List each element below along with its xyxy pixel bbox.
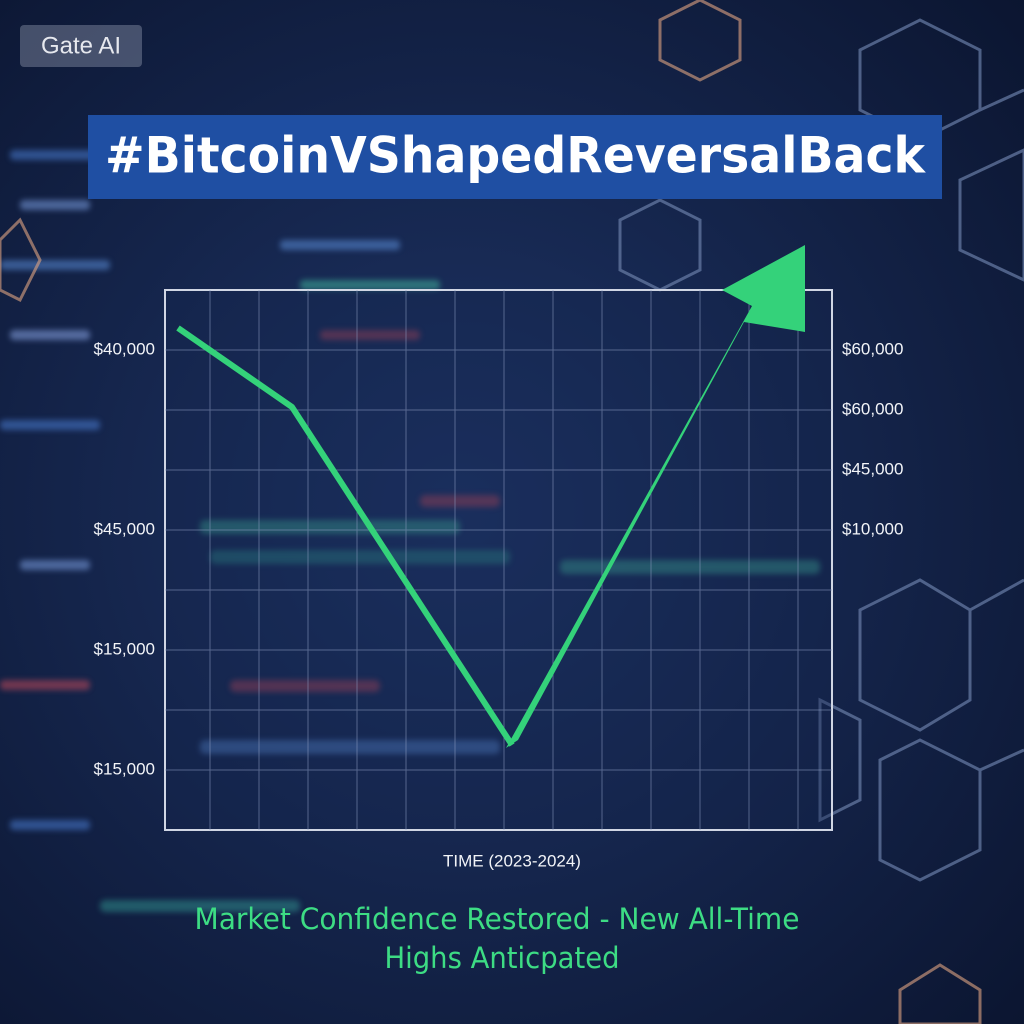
right-axis-label: $45,000 [842,459,903,478]
grid [165,290,832,830]
axis-labels: $40,000 $45,000 $15,000 $15,000 $60,000 $60,0… [94,339,904,778]
x-axis-label: TIME (2023-2024) [443,851,581,870]
trend-arrow [506,245,805,748]
right-axis-label: $60,000 [842,339,903,358]
right-axis-label: $60,000 [842,399,903,418]
watermark-box [20,25,142,67]
caption-line: Highs Anticpated [385,941,620,975]
trend-line [176,325,515,747]
title: #BitcoinVShapedReversalBack [105,127,927,185]
left-axis-label: $40,000 [94,339,155,358]
watermark: Gate AI [41,32,121,59]
right-axis-label: $10,000 [842,519,903,538]
chart-frame [164,289,833,831]
title-banner [88,115,942,199]
left-axis-label: $45,000 [94,519,155,538]
left-axis-label: $15,000 [94,759,155,778]
caption-line: Market Confidence Restored - New All-Tim… [195,902,800,936]
left-axis-label: $15,000 [94,639,155,658]
